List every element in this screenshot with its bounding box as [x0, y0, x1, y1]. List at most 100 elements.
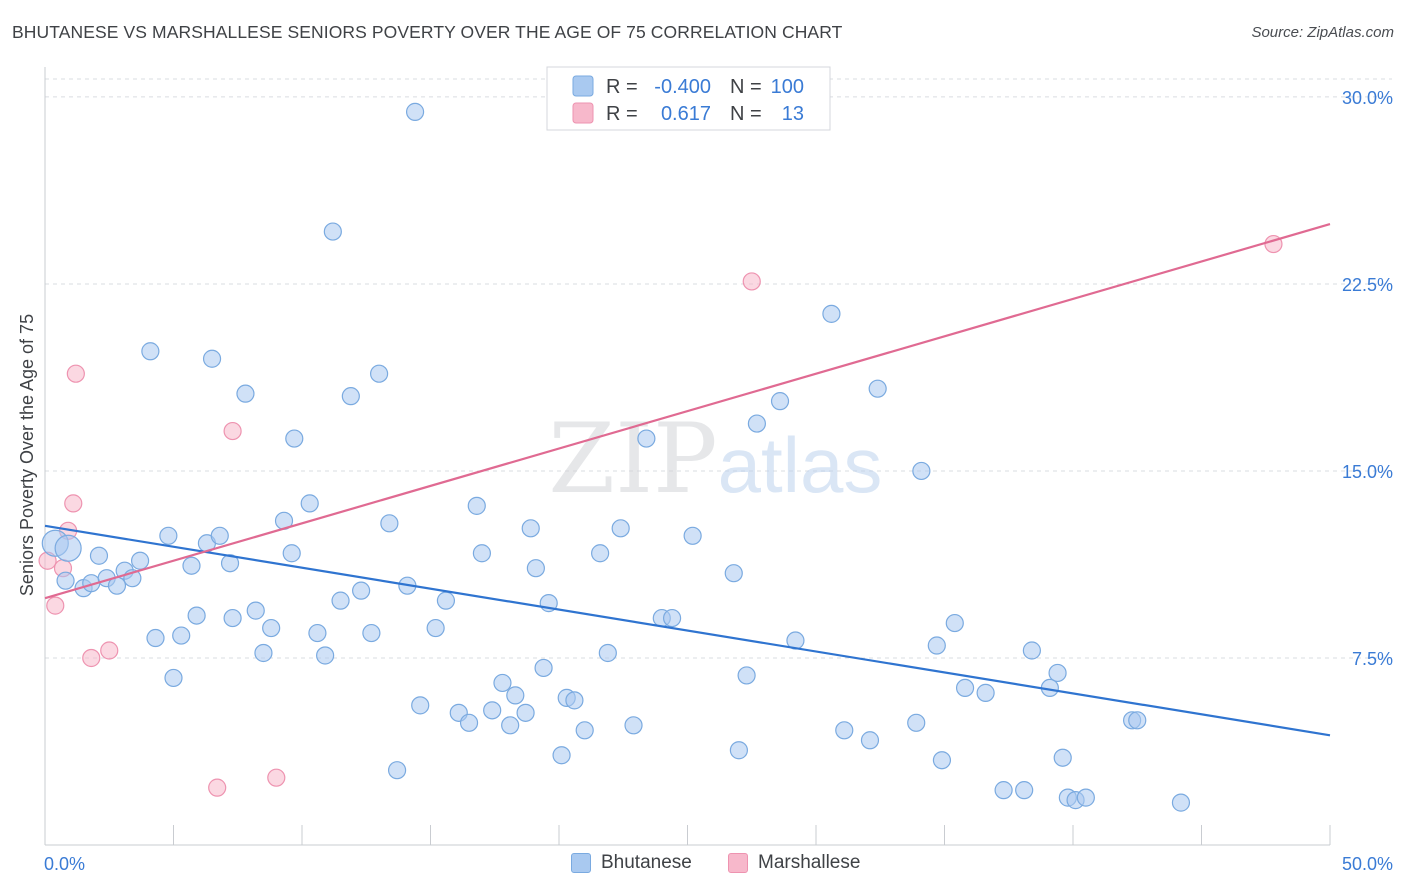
- marshallese-trend-line: [44, 223, 1331, 600]
- y-tick-label-1: 15.0%: [1342, 462, 1393, 482]
- stats-r-value-1: -0.400: [654, 76, 711, 98]
- bhutanese-point-52: [501, 716, 520, 735]
- bhutanese-point-2: [56, 571, 75, 590]
- marshallese-point-9: [223, 421, 242, 441]
- stats-r-label-2: R =: [606, 103, 638, 125]
- bhutanese-point-83: [927, 636, 946, 655]
- bhutanese-point-53: [506, 686, 525, 705]
- legend-label-bhutanese: Bhutanese: [601, 852, 692, 873]
- marshallese-point-7: [100, 641, 119, 660]
- bhutanese-point-99: [1171, 793, 1191, 812]
- bhutanese-point-89: [1015, 781, 1034, 800]
- stats-n-label-1: N =: [730, 76, 762, 98]
- legend-label-marshallese: Marshallese: [758, 852, 861, 873]
- bhutanese-point-79: [860, 731, 880, 750]
- y-tick-label-0: 7.5%: [1352, 649, 1393, 669]
- trend-lines: [44, 223, 1331, 737]
- bhutanese-point-75: [770, 392, 790, 411]
- bhutanese-point-30: [300, 494, 319, 513]
- bhutanese-point-29: [285, 429, 304, 448]
- bhutanese-point-59: [552, 746, 571, 765]
- bhutanese-point-21: [220, 554, 240, 573]
- watermark-zip: ZIP: [548, 403, 717, 515]
- stats-legend-swatch-bhutanese: [572, 75, 594, 97]
- gridlines: [45, 78, 1392, 659]
- bhutanese-point-78: [835, 721, 854, 740]
- bhutanese-points: [41, 102, 1191, 812]
- marshallese-point-6: [82, 648, 101, 668]
- bhutanese-point-72: [729, 741, 749, 760]
- marshallese-points: [38, 234, 1283, 797]
- bhutanese-point-14: [164, 668, 183, 688]
- stats-r-value-2: 0.617: [661, 103, 711, 125]
- bhutanese-point-64: [598, 643, 617, 663]
- bhutanese-point-16: [182, 556, 201, 575]
- bhutanese-point-56: [526, 559, 545, 578]
- bhutanese-point-71: [724, 564, 743, 583]
- y-tick-label-3: 30.0%: [1342, 88, 1393, 108]
- bhutanese-point-98: [1128, 711, 1147, 730]
- bhutanese-point-51: [493, 673, 512, 693]
- y-tick-label-2: 22.5%: [1342, 275, 1393, 295]
- bhutanese-point-31: [308, 623, 327, 643]
- bhutanese-point-40: [387, 761, 407, 780]
- bhutanese-point-19: [202, 349, 222, 368]
- bhutanese-point-37: [362, 623, 381, 643]
- bhutanese-point-22: [223, 608, 242, 628]
- bhutanese-point-35: [341, 387, 360, 406]
- bhutanese-trend-line: [44, 524, 1331, 737]
- bhutanese-point-26: [262, 618, 281, 638]
- bhutanese-point-92: [1048, 663, 1067, 683]
- bhutanese-point-67: [637, 429, 656, 448]
- bhutanese-point-54: [516, 703, 535, 722]
- stats-r-label-1: R =: [606, 76, 638, 98]
- bhutanese-point-20: [210, 526, 229, 545]
- bhutanese-point-81: [907, 713, 926, 732]
- bhutanese-point-15: [172, 626, 191, 645]
- bhutanese-point-84: [932, 751, 952, 770]
- marshallese-point-11: [742, 272, 761, 291]
- bhutanese-point-12: [146, 628, 165, 648]
- bhutanese-point-93: [1053, 748, 1072, 767]
- stats-legend-swatch-marshallese: [572, 102, 594, 124]
- bhutanese-point-77: [822, 304, 841, 323]
- bhutanese-point-66: [624, 716, 643, 735]
- marshallese-point-4: [64, 494, 83, 513]
- legend-swatch-marshallese: [728, 853, 748, 873]
- bhutanese-point-70: [683, 526, 702, 545]
- bhutanese-point-48: [467, 496, 486, 515]
- bhutanese-point-85: [945, 613, 964, 633]
- bhutanese-point-25: [254, 643, 273, 663]
- bhutanese-point-86: [955, 678, 975, 698]
- bhutanese-point-73: [737, 666, 756, 685]
- bhutanese-point-50: [483, 701, 502, 720]
- marshallese-point-10: [267, 768, 286, 787]
- bhutanese-point-36: [352, 581, 371, 600]
- bhutanese-point-80: [868, 379, 887, 398]
- bhutanese-point-63: [591, 544, 610, 563]
- bhutanese-point-55: [521, 519, 540, 538]
- legend-item-bhutanese[interactable]: Bhutanese: [571, 852, 692, 874]
- marshallese-point-5: [66, 364, 85, 383]
- marshallese-point-8: [208, 778, 227, 797]
- bhutanese-point-11: [141, 342, 160, 361]
- bhutanese-point-28: [282, 544, 301, 563]
- bhutanese-point-57: [534, 658, 553, 678]
- bhutanese-point-87: [976, 683, 995, 702]
- bhutanese-point-10: [130, 551, 150, 570]
- chart-title: BHUTANESE VS MARSHALLESE SENIORS POVERTY…: [12, 22, 843, 42]
- legend-item-marshallese[interactable]: Marshallese: [728, 852, 860, 874]
- bhutanese-point-44: [426, 618, 445, 638]
- marshallese-point-1: [46, 596, 65, 615]
- bhutanese-point-90: [1022, 641, 1041, 660]
- bhutanese-point-47: [459, 713, 479, 732]
- bhutanese-point-32: [316, 646, 335, 665]
- stats-n-value-1: 100: [771, 76, 804, 98]
- bhutanese-point-96: [1076, 788, 1095, 807]
- bhutanese-point-1: [54, 534, 82, 562]
- x-tick-labels: 0.0% 50.0%: [44, 854, 1393, 874]
- stats-n-value-2: 13: [782, 103, 804, 125]
- bhutanese-point-42: [405, 102, 425, 121]
- bhutanese-point-24: [246, 601, 265, 620]
